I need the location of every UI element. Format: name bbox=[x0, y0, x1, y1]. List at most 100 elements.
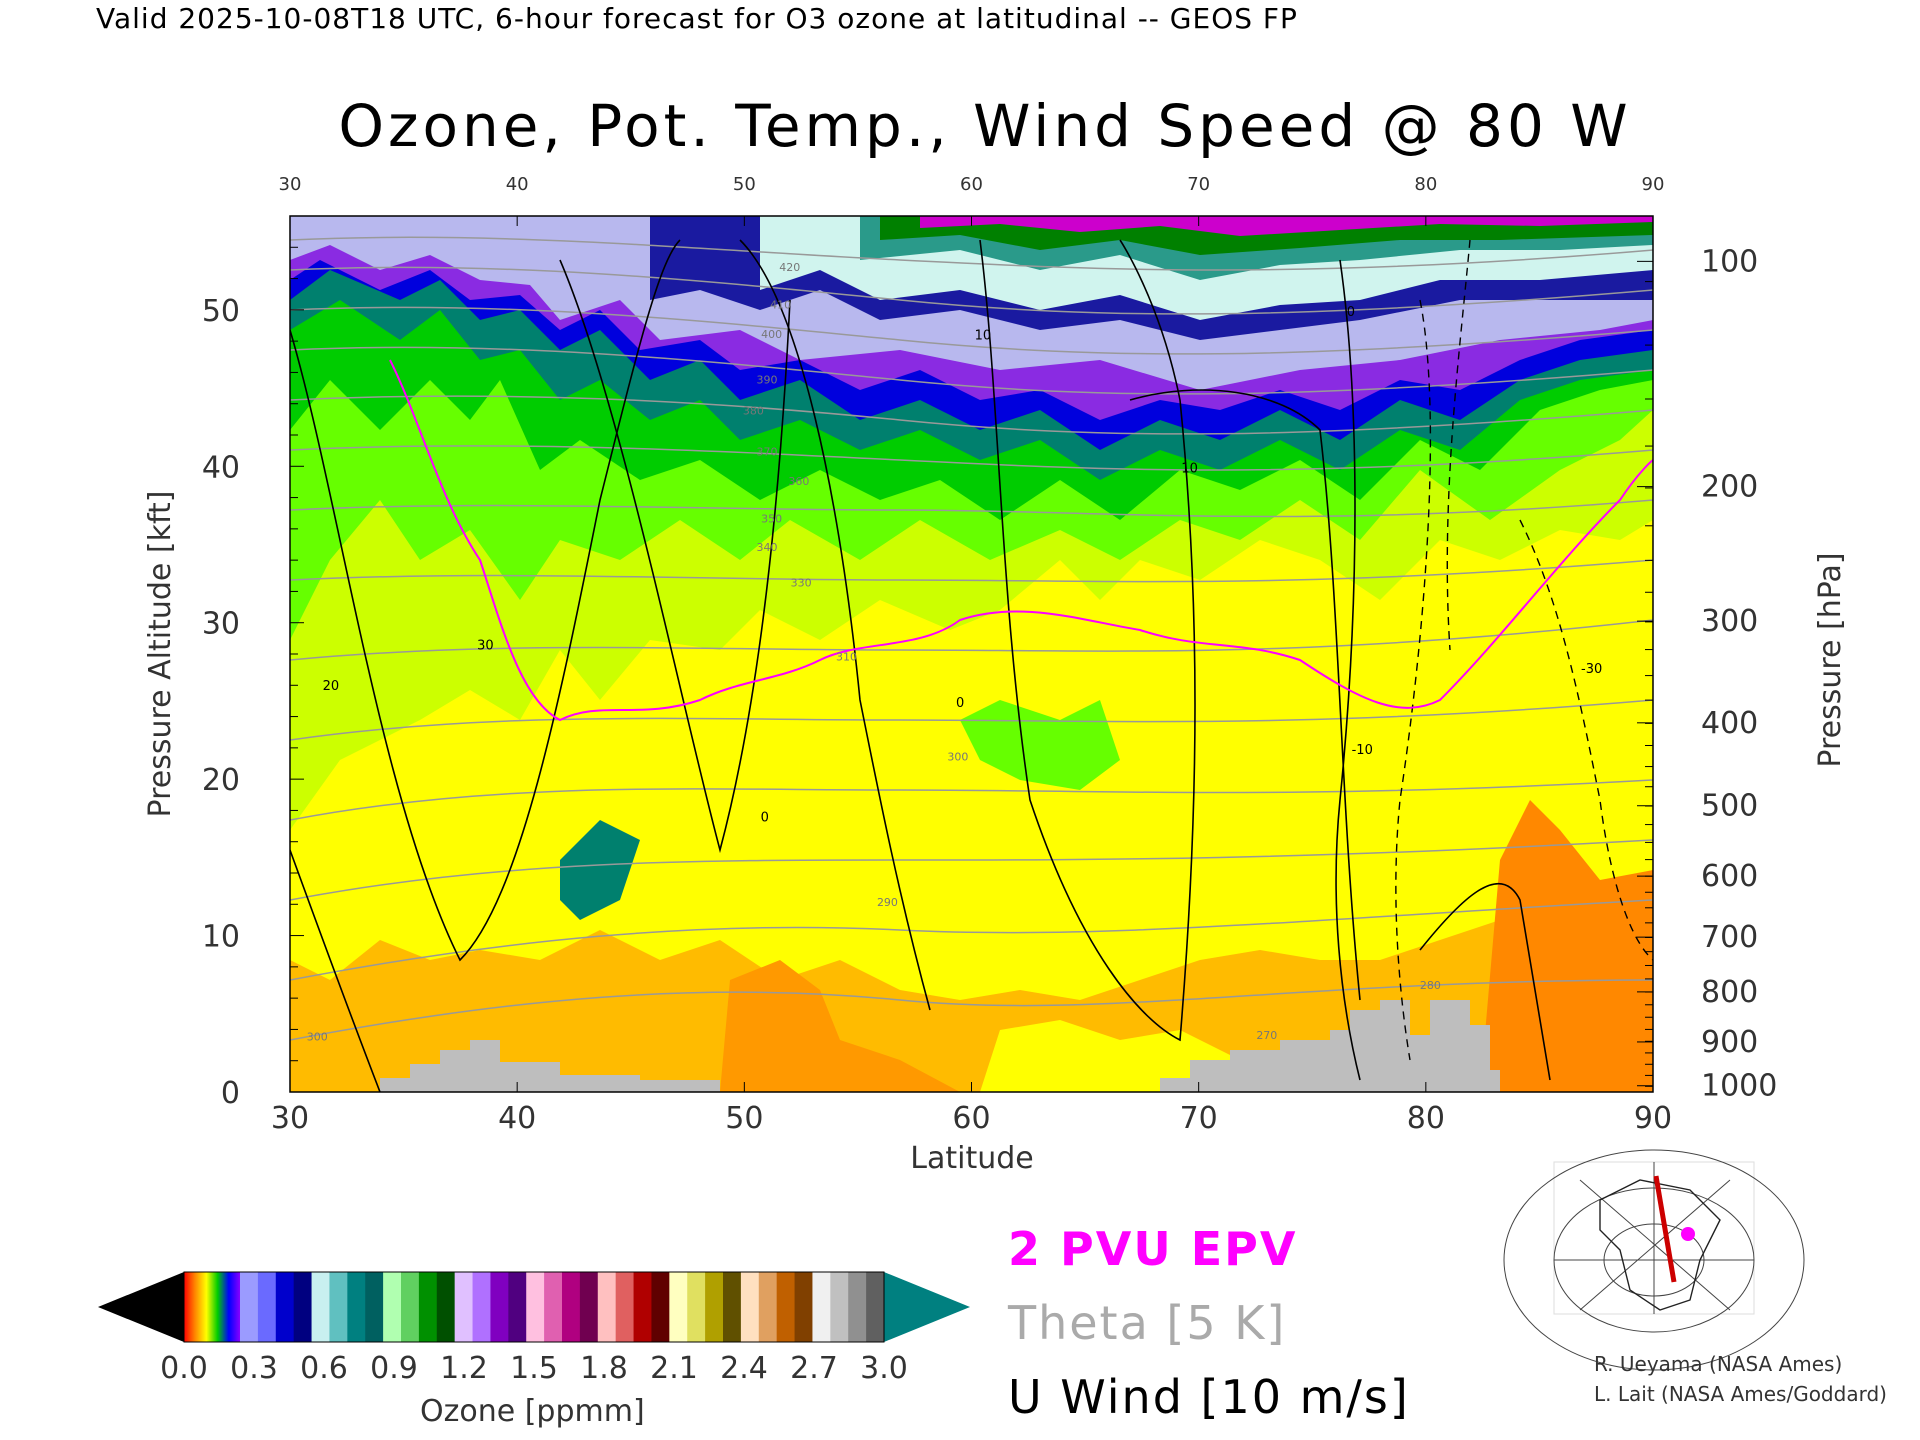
pv-marker bbox=[1681, 1227, 1695, 1241]
x-top-tick-label: 30 bbox=[279, 174, 302, 195]
colorbar-tick-label: 2.1 bbox=[650, 1351, 698, 1386]
u-wind-label: 0 bbox=[761, 810, 769, 825]
pressure-tick-label: 800 bbox=[1701, 975, 1758, 1010]
theta-label: 290 bbox=[877, 896, 898, 909]
colorbar-segment bbox=[597, 1272, 617, 1342]
colorbar-segment bbox=[436, 1272, 456, 1342]
colorbar-segment bbox=[240, 1272, 259, 1342]
legend-theta-entry: Theta [5 K] bbox=[1008, 1296, 1287, 1350]
colorbar-segment bbox=[544, 1272, 563, 1342]
y-axis-label: Pressure Altitude [kft] bbox=[143, 491, 178, 818]
colorbar-segment bbox=[740, 1272, 760, 1342]
legend-u-wind-entry: U Wind [10 m/s] bbox=[1008, 1370, 1410, 1424]
theta-label: 270 bbox=[1256, 1029, 1277, 1042]
u-wind-label: 10 bbox=[1181, 462, 1198, 477]
theta-label: 340 bbox=[757, 541, 778, 554]
colorbar-segment bbox=[526, 1272, 545, 1342]
colorbar-segment bbox=[365, 1272, 384, 1342]
pressure-tick-label: 300 bbox=[1701, 604, 1758, 639]
x-tick-label: 30 bbox=[271, 1101, 309, 1136]
y2-axis-label: Pressure [hPa] bbox=[1813, 552, 1848, 767]
theta-isentropes bbox=[290, 236, 1653, 1041]
colorbar-low-arrow bbox=[98, 1272, 184, 1342]
cross-section-line bbox=[1653, 1175, 1677, 1283]
u-wind-label: 0 bbox=[956, 696, 964, 711]
theta-label: 280 bbox=[1420, 979, 1441, 992]
pressure-tick-label: 600 bbox=[1701, 859, 1758, 894]
y-tick-label: 10 bbox=[202, 920, 240, 955]
y-axis-left-ticks: 0 10 20 30 40 50 bbox=[202, 246, 304, 1111]
colorbar-segment bbox=[562, 1272, 581, 1342]
x-tick-label: 90 bbox=[1634, 1101, 1672, 1136]
u-wind-label: 20 bbox=[323, 679, 340, 694]
x-top-tick-label: 80 bbox=[1414, 174, 1437, 195]
theta-label: 300 bbox=[947, 750, 968, 763]
u-wind-contours bbox=[290, 239, 1551, 1092]
theta-label: 330 bbox=[791, 577, 812, 590]
theta-label: 310 bbox=[836, 650, 857, 663]
theta-label: 370 bbox=[757, 445, 778, 458]
credit-line-1: R. Ueyama (NASA Ames) bbox=[1594, 1352, 1843, 1376]
theta-label: 410 bbox=[770, 298, 791, 311]
y-tick-label: 40 bbox=[202, 450, 240, 485]
theta-label: 400 bbox=[761, 328, 782, 341]
colorbar-segment bbox=[615, 1272, 635, 1342]
x-top-tick-label: 90 bbox=[1642, 174, 1665, 195]
x-axis-label: Latitude bbox=[910, 1141, 1033, 1176]
colorbar-segment bbox=[257, 1272, 277, 1342]
ozone-colorbar: 0.0 0.3 0.6 0.9 1.2 1.5 1.8 2.1 2.4 2.7 3.0 bbox=[98, 1271, 970, 1386]
x-tick-label: 40 bbox=[498, 1101, 536, 1136]
colorbar-segment bbox=[293, 1272, 313, 1342]
y-tick-label: 30 bbox=[202, 607, 240, 642]
colorbar-segment bbox=[848, 1272, 867, 1342]
theta-label: 420 bbox=[779, 261, 800, 274]
theta-label: 390 bbox=[757, 373, 778, 386]
colorbar-segment bbox=[508, 1272, 527, 1342]
colorbar-segment bbox=[651, 1272, 670, 1342]
pressure-tick-label: 1000 bbox=[1701, 1069, 1777, 1104]
colorbar-segment bbox=[347, 1272, 366, 1342]
theta-label: 300 bbox=[307, 1030, 328, 1043]
pressure-tick-label: 900 bbox=[1701, 1025, 1758, 1060]
colorbar-segment bbox=[669, 1272, 688, 1342]
credit-line-2: L. Lait (NASA Ames/Goddard) bbox=[1594, 1382, 1887, 1406]
y-tick-label: 0 bbox=[221, 1076, 240, 1111]
colorbar-segment bbox=[758, 1272, 778, 1342]
colorbar-segment bbox=[723, 1272, 742, 1342]
colorbar-tick-label: 2.7 bbox=[790, 1351, 838, 1386]
legend-pv-entry: 2 PVU EPV bbox=[1008, 1222, 1298, 1276]
colorbar-segment bbox=[705, 1272, 724, 1342]
u-wind-label: -10 bbox=[1352, 743, 1373, 758]
pressure-tick-label: 400 bbox=[1701, 706, 1758, 741]
terrain-mask bbox=[380, 1040, 720, 1092]
colorbar-segment bbox=[812, 1272, 831, 1342]
ozone-filled-contours bbox=[290, 216, 1653, 1092]
globe-icon bbox=[1503, 1149, 1805, 1371]
colorbar-tick-label: 2.4 bbox=[720, 1351, 768, 1386]
colorbar-segment bbox=[579, 1272, 599, 1342]
theta-contour-labels: 4204104003903803703603503403303103002902… bbox=[307, 261, 1441, 1044]
y-tick-label: 50 bbox=[202, 294, 240, 329]
y-axis-right-pressure-ticks: 100 200 300 400 500 600 700 800 900 1000 bbox=[1637, 244, 1777, 1104]
x-top-tick-label: 50 bbox=[733, 174, 756, 195]
theta-label: 380 bbox=[743, 405, 764, 418]
u-wind-contour-labels: 30 20 10 10 0 0 -10 0 -30 bbox=[323, 305, 1603, 825]
colorbar-segment bbox=[633, 1272, 652, 1342]
colorbar-segment bbox=[311, 1272, 330, 1342]
colorbar-tick-label: 1.8 bbox=[580, 1351, 628, 1386]
colorbar-tick-label: 0.6 bbox=[300, 1351, 348, 1386]
colorbar-tick-label: 1.2 bbox=[440, 1351, 488, 1386]
colorbar-segment bbox=[776, 1272, 796, 1342]
u-wind-negative-contours bbox=[1395, 239, 1653, 1061]
x-top-tick-label: 70 bbox=[1187, 174, 1210, 195]
colorbar-tick-label: 1.5 bbox=[510, 1351, 558, 1386]
u-wind-label: 10 bbox=[975, 329, 992, 344]
u-wind-label: -30 bbox=[1581, 662, 1602, 677]
x-tick-label: 60 bbox=[952, 1101, 990, 1136]
pressure-tick-label: 500 bbox=[1701, 789, 1758, 824]
y-tick-label: 20 bbox=[202, 763, 240, 798]
colorbar-segment bbox=[472, 1272, 491, 1342]
colorbar-segment bbox=[418, 1272, 438, 1342]
colorbar-segment bbox=[830, 1272, 849, 1342]
